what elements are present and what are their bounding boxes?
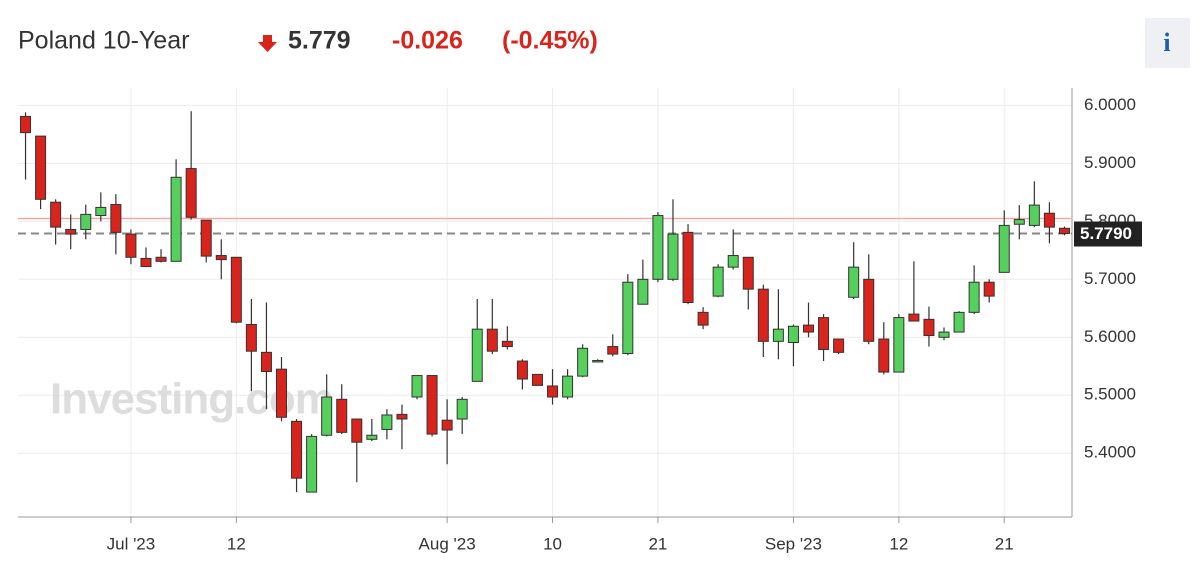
candle-body [140,257,152,268]
candle-body [306,435,318,493]
candle-body [622,281,634,355]
candle-body [95,206,107,217]
candle-body [938,331,950,338]
candle-body [923,318,935,337]
candle-body [185,168,197,218]
y-tick-label: 6.0000 [1084,95,1136,114]
candle-body [411,375,423,398]
candle-body [170,176,182,262]
last-price-box [1074,221,1142,247]
candle-body [215,255,227,261]
watermark: Investing.com [50,375,333,424]
change-percent: (-0.45%) [502,27,598,55]
candle-body [878,338,890,373]
y-tick-label: 5.9000 [1084,153,1136,172]
candle-body [321,396,333,436]
candle-body [1028,204,1040,226]
candle-body [848,266,860,298]
candle-body [637,278,649,305]
candle-body [787,325,799,344]
x-tick-label: Jul '23 [107,534,156,553]
candle-body [471,328,483,382]
x-tick-label: 10 [543,534,562,553]
candle-body [110,204,122,233]
candle-body [772,328,784,342]
candle-body [757,288,769,342]
x-tick-label: 12 [227,534,246,553]
candle-body [501,340,513,348]
candle-body [547,385,559,398]
candle-body [276,368,287,418]
candle-body [592,359,604,363]
candle-body [486,328,498,352]
candle-body [682,231,694,304]
candle-body [908,313,920,322]
x-tick-label: Aug '23 [419,534,476,553]
candle-body [833,338,845,353]
x-tick-label: Sep '23 [765,534,822,553]
candle-body [50,201,62,228]
candle-body [742,256,754,290]
candle-body [667,233,679,280]
candle-body [893,317,905,373]
change: -0.026 [392,27,463,55]
x-tick-label: 12 [889,534,908,553]
candle-body [381,414,393,430]
candle-body [20,115,32,134]
instrument-title: Poland 10-Year [18,27,189,55]
candle-body [456,398,468,420]
candle-body [366,434,378,440]
candle-body [607,346,619,355]
x-tick-label: 21 [995,534,1014,553]
candle-body [351,418,363,443]
down-arrow [258,35,277,52]
candle-body [803,324,814,333]
price: 5.779 [288,27,351,55]
y-tick-label: 5.7000 [1084,269,1136,288]
candle-body [125,233,137,258]
candle-body [230,256,242,323]
candle-body [441,419,453,431]
candle-body [516,360,528,380]
candle-body [968,281,980,313]
info-button[interactable] [1145,18,1190,68]
candle-body [336,398,348,433]
candle-body [200,219,212,257]
candle-body [712,266,724,297]
candle-body [562,375,574,398]
candle-body [727,255,739,268]
x-tick-label: 21 [648,534,667,553]
candle-body [65,228,77,235]
last-price-label: 5.7790 [1080,224,1132,243]
candle-body [426,375,438,435]
candle-body [245,324,257,352]
candle-body [577,347,589,377]
candle-body [652,215,664,280]
candle-body [531,373,543,386]
candle-body [260,351,272,372]
candle-body [953,311,965,333]
candle-body [1058,227,1070,235]
candle-body [697,311,709,326]
info-icon[interactable]: i [1163,28,1170,57]
candle-body [155,256,167,262]
candle-body [863,278,875,342]
candle-body [35,135,47,200]
candle-body [291,420,303,479]
candle-body [998,224,1010,273]
candle-body [1013,219,1025,225]
candle-body [983,281,995,297]
candle-body [396,413,408,420]
candle-body [80,213,92,230]
y-tick-label: 5.5000 [1084,385,1136,404]
y-tick-label: 5.6000 [1084,327,1136,346]
y-tick-label: 5.4000 [1084,443,1136,462]
candle-body [818,317,830,350]
candle-body [1043,212,1055,228]
